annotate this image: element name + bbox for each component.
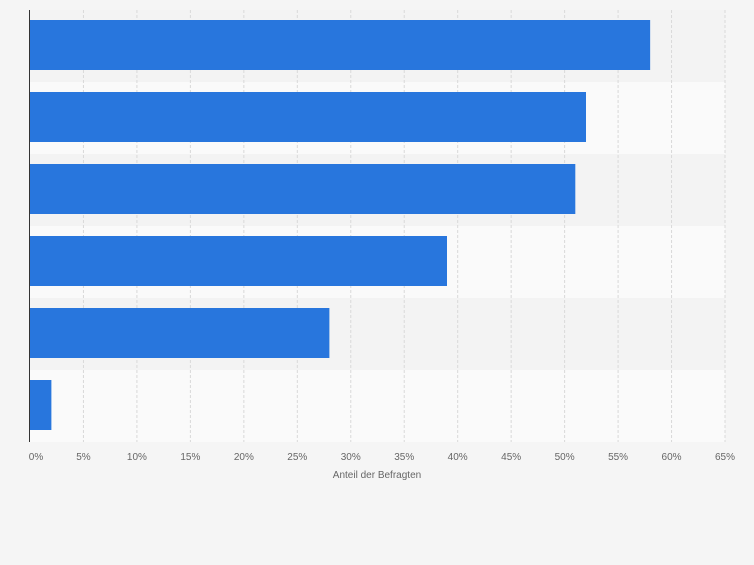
x-tick-label: 30% bbox=[341, 452, 361, 463]
gridlines bbox=[82, 10, 726, 442]
bar[interactable] bbox=[30, 380, 52, 430]
x-axis-ticks: 0% 5% 10% 15% 20% 25% 30% 35% 40% 45% 50% 55% 60% 65% bbox=[29, 452, 735, 463]
bars bbox=[30, 20, 651, 430]
x-tick-label: 15% bbox=[180, 452, 200, 463]
row-bands bbox=[30, 10, 725, 442]
bar[interactable] bbox=[30, 308, 330, 358]
x-tick-label: 45% bbox=[501, 452, 521, 463]
bar[interactable] bbox=[30, 20, 651, 70]
bar[interactable] bbox=[30, 164, 576, 214]
x-axis-label: Anteil der Befragten bbox=[333, 470, 421, 481]
bar[interactable] bbox=[30, 236, 447, 286]
x-tick-label: 0% bbox=[29, 452, 44, 463]
bar[interactable] bbox=[30, 92, 586, 142]
x-tick-label: 20% bbox=[234, 452, 254, 463]
x-tick-label: 55% bbox=[608, 452, 628, 463]
x-tick-label: 5% bbox=[76, 452, 91, 463]
x-tick-label: 25% bbox=[287, 452, 307, 463]
x-tick-label: 35% bbox=[394, 452, 414, 463]
x-tick-label: 10% bbox=[127, 452, 147, 463]
x-tick-label: 65% bbox=[715, 452, 735, 463]
x-tick-label: 50% bbox=[555, 452, 575, 463]
x-tick-label: 40% bbox=[448, 452, 468, 463]
x-tick-label: 60% bbox=[662, 452, 682, 463]
row-band bbox=[30, 370, 725, 442]
